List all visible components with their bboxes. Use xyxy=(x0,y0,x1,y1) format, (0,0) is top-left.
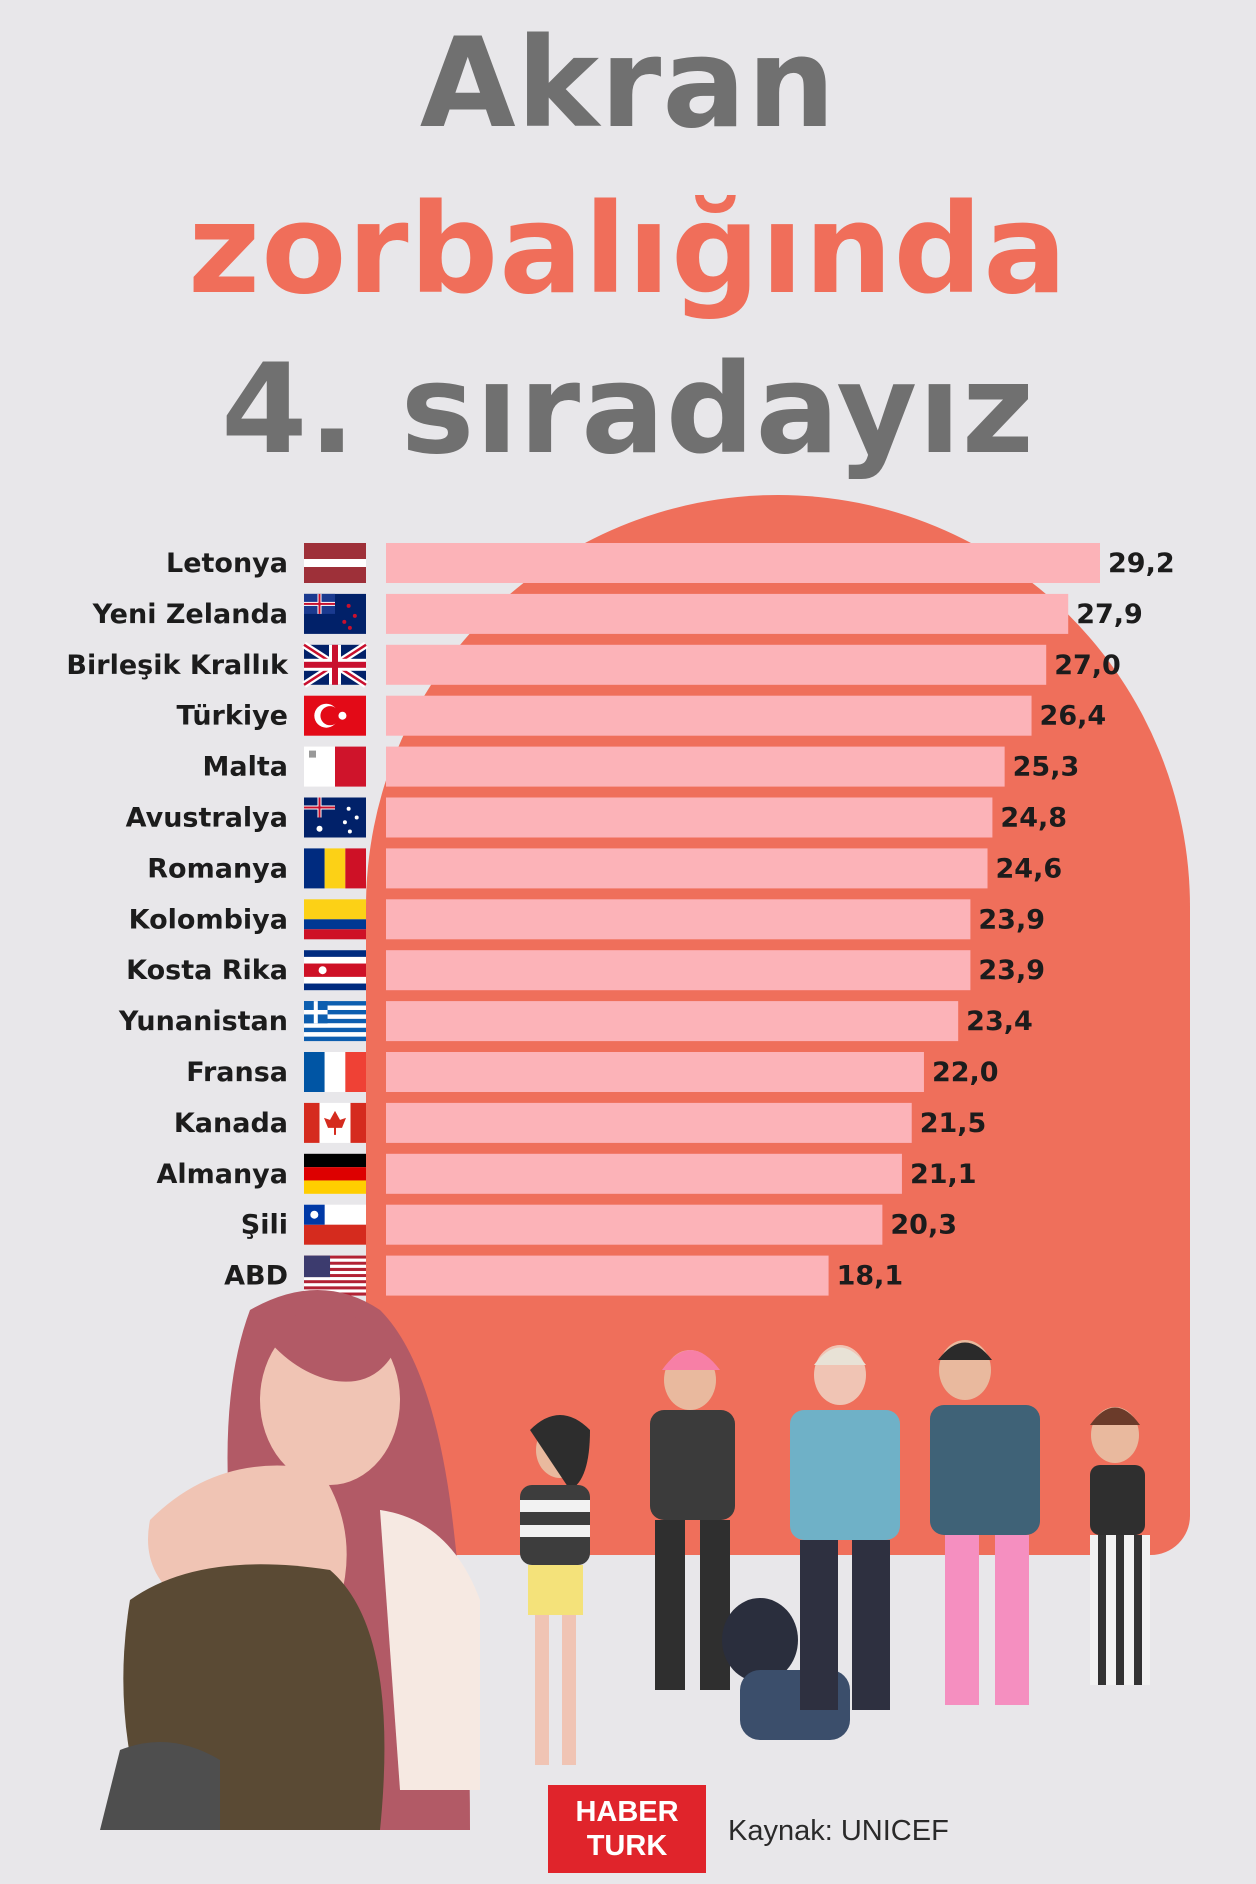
logo-line-2: TURK xyxy=(586,1830,668,1862)
bar xyxy=(386,1001,959,1042)
category-label: Fransa xyxy=(186,1057,288,1088)
latvia-flag-icon xyxy=(304,543,366,583)
category-label: Avustralya xyxy=(126,803,288,834)
bar xyxy=(386,1204,883,1245)
bar xyxy=(386,543,1100,583)
illustration xyxy=(100,1290,1150,1830)
value-label: 23,4 xyxy=(966,1006,1033,1037)
value-label: 27,0 xyxy=(1054,650,1121,681)
chile-flag-icon xyxy=(304,1204,366,1245)
value-label: 23,9 xyxy=(978,955,1045,986)
title-line-1: Akran xyxy=(419,12,837,156)
category-label: Yunanistan xyxy=(118,1006,288,1037)
bar xyxy=(386,644,1047,685)
france-flag-icon xyxy=(304,1052,366,1092)
category-label: Yeni Zelanda xyxy=(92,599,288,630)
uk-flag-icon xyxy=(302,641,368,688)
value-label: 22,0 xyxy=(932,1057,999,1088)
value-label: 20,3 xyxy=(890,1210,957,1241)
value-label: 24,6 xyxy=(996,853,1063,884)
category-label: Kanada xyxy=(174,1108,288,1139)
usa-flag-icon xyxy=(304,1255,366,1296)
australia-flag-icon xyxy=(304,797,366,838)
malta-flag-icon xyxy=(304,746,366,787)
sad-girl-illustration xyxy=(100,1290,480,1830)
value-label: 21,5 xyxy=(920,1108,987,1139)
bar xyxy=(386,746,1005,787)
category-label: Kosta Rika xyxy=(126,955,288,986)
value-label: 24,8 xyxy=(1000,803,1067,834)
logo-line-1: HABER xyxy=(575,1796,679,1828)
colombia-flag-icon xyxy=(304,899,366,940)
bar-chart: Letonya 29,2 Yeni Zelanda 27,9 Birleşik Kral… xyxy=(66,543,1175,1296)
category-label: Birleşik Krallık xyxy=(66,650,289,681)
bar xyxy=(386,1102,912,1143)
category-label: Romanya xyxy=(147,853,288,884)
costa-rica-flag-icon xyxy=(304,950,366,991)
category-label: Kolombiya xyxy=(129,904,288,935)
romania-flag-icon xyxy=(304,848,366,889)
value-label: 27,9 xyxy=(1076,599,1143,630)
value-label: 26,4 xyxy=(1040,701,1107,732)
bar xyxy=(386,848,988,889)
bar xyxy=(386,1052,924,1092)
category-label: Şili xyxy=(241,1210,288,1241)
bar xyxy=(386,1153,902,1194)
bar xyxy=(386,899,971,940)
category-label: ABD xyxy=(224,1261,288,1292)
value-label: 23,9 xyxy=(978,904,1045,935)
value-label: 29,2 xyxy=(1108,548,1175,579)
canada-flag-icon xyxy=(304,1102,366,1143)
haberturk-logo: HABER TURK xyxy=(548,1785,706,1873)
bar xyxy=(386,1255,829,1296)
greece-flag-icon xyxy=(304,1001,366,1042)
category-label: Letonya xyxy=(166,548,288,579)
value-label: 25,3 xyxy=(1013,752,1080,783)
category-label: Almanya xyxy=(156,1159,288,1190)
bar xyxy=(386,695,1032,736)
new-zealand-flag-icon xyxy=(304,593,366,634)
turkey-flag-icon xyxy=(304,695,366,736)
bar xyxy=(386,593,1069,634)
title-line-3: 4. sıradayız xyxy=(221,338,1035,482)
category-label: Türkiye xyxy=(176,701,288,732)
title-line-2: zorbalığında xyxy=(188,178,1068,322)
germany-flag-icon xyxy=(304,1153,366,1194)
standing-group-illustration xyxy=(520,1340,1150,1765)
value-label: 18,1 xyxy=(837,1261,904,1292)
bar xyxy=(386,797,993,838)
bar xyxy=(386,950,971,991)
value-label: 21,1 xyxy=(910,1159,977,1190)
source-text: Kaynak: UNICEF xyxy=(728,1815,949,1847)
category-label: Malta xyxy=(203,752,288,783)
